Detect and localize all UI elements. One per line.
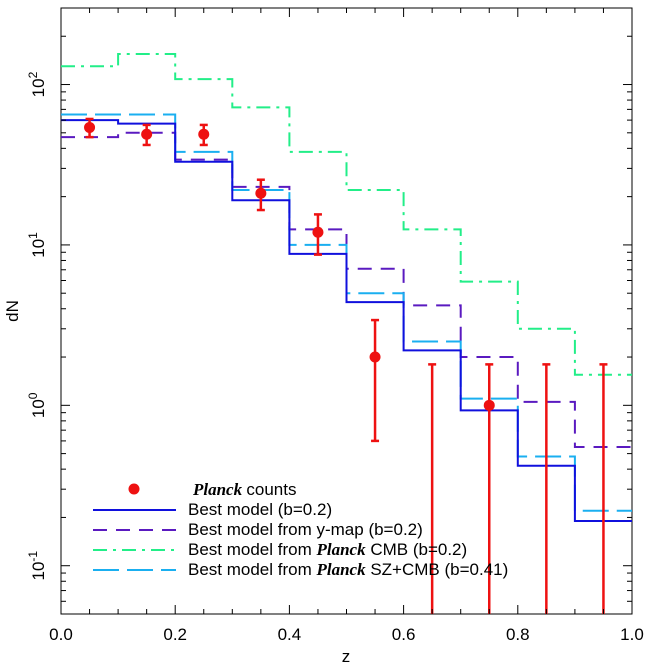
data-point — [198, 128, 210, 140]
y-tick-label: 10-1 — [26, 551, 48, 581]
series-line-3 — [61, 119, 632, 523]
x-tick-label: 0.6 — [392, 625, 416, 644]
data-point — [312, 226, 324, 238]
y-tick-label: 101 — [26, 232, 48, 258]
legend-label: Best model from y-map (b=0.2) — [188, 520, 423, 539]
x-axis-label: z — [342, 647, 351, 666]
y-tick-label: 100 — [26, 392, 48, 418]
legend-label: Planck counts — [192, 480, 296, 499]
legend-marker-points — [128, 483, 140, 495]
data-point — [141, 128, 153, 140]
data-point — [255, 187, 267, 199]
x-tick-label: 0.8 — [506, 625, 530, 644]
data-point — [84, 121, 96, 133]
data-point — [369, 351, 381, 363]
data-point — [483, 399, 495, 411]
legend-label: Best model (b=0.2) — [188, 500, 332, 519]
legend-label: Best model from Planck CMB (b=0.2) — [188, 540, 467, 559]
legend-label: Best model from Planck SZ+CMB (b=0.41) — [188, 560, 508, 579]
x-tick-label: 0.0 — [49, 625, 73, 644]
x-tick-label: 0.4 — [278, 625, 302, 644]
x-tick-label: 0.2 — [163, 625, 187, 644]
x-tick-label: 1.0 — [620, 625, 644, 644]
series-line-0 — [61, 52, 632, 376]
y-axis-label: dN — [3, 300, 22, 322]
y-tick-label: 102 — [26, 71, 48, 97]
